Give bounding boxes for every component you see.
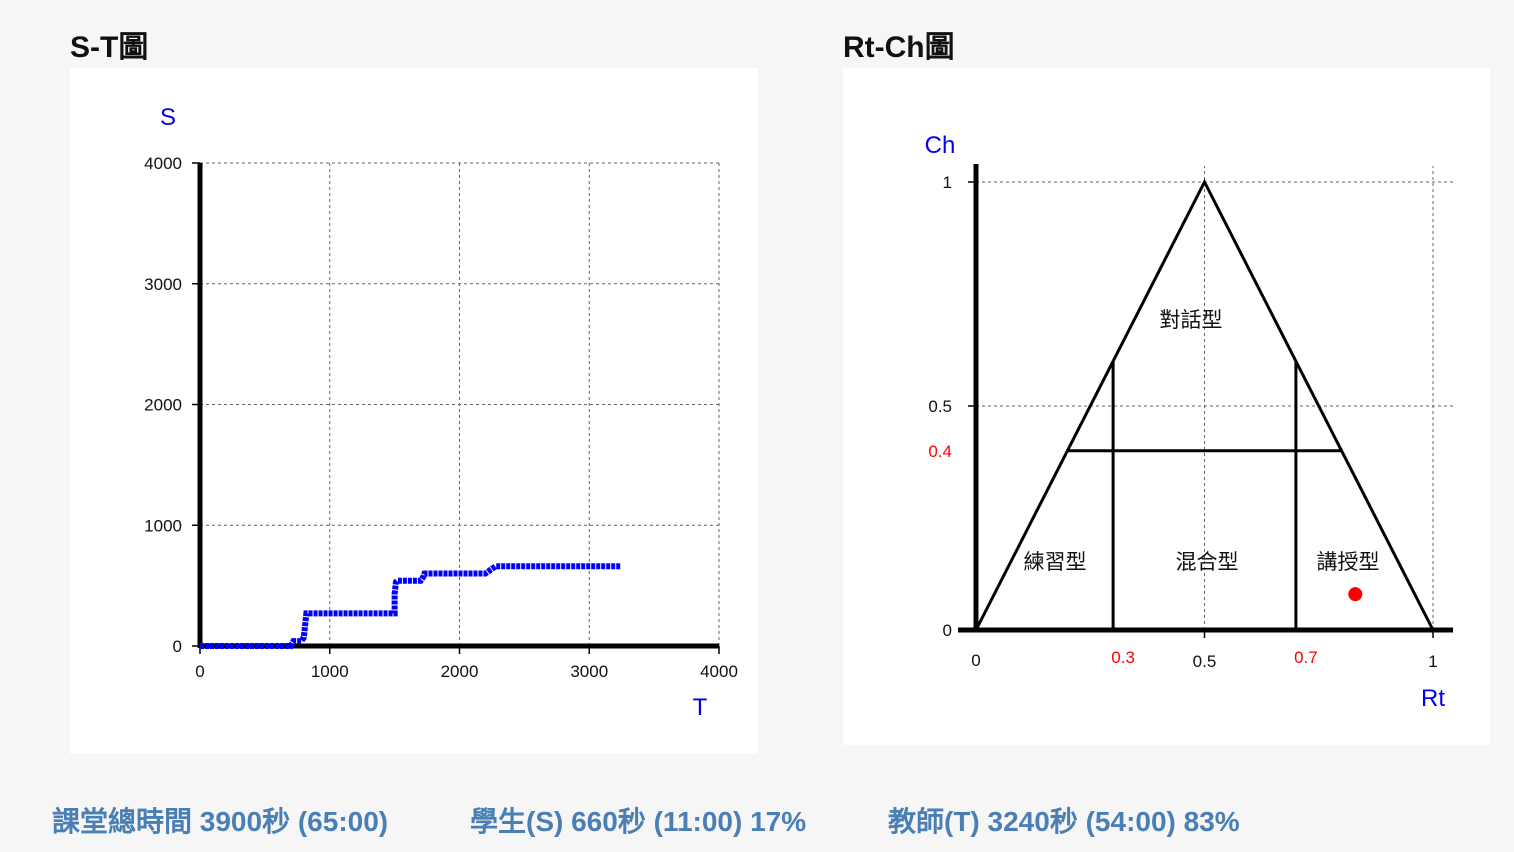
y-tick-label: 0.5 — [928, 397, 952, 416]
st-chart-title: S-T圖 — [70, 31, 149, 64]
x-axis-label: T — [693, 694, 708, 721]
x-tick-label: 3000 — [570, 662, 608, 681]
x-tick-label: 0 — [195, 662, 204, 681]
total-time-stat: 課堂總時間 3900秒 (65:00) — [52, 806, 389, 837]
y-tick-label: 0 — [943, 621, 952, 640]
y-axis-label: S — [160, 104, 176, 131]
teacher-time-stat: 教師(T) 3240秒 (54:00) 83% — [888, 806, 1240, 837]
rtch-chart-title: Rt-Ch圖 — [843, 31, 955, 64]
st-chart: 0 1000 2000 3000 4000 0 1000 2000 3000 4000 S T — [144, 104, 738, 721]
x-tick-label: 1 — [1428, 652, 1437, 671]
region-label: 混合型 — [1176, 551, 1239, 574]
y-tick-label: 4000 — [144, 154, 182, 173]
y-tick-label: 0.4 — [928, 442, 952, 461]
student-time-stat: 學生(S) 660秒 (11:00) 17% — [470, 806, 807, 837]
x-tick-label: 0.7 — [1294, 648, 1318, 667]
y-axis-label: Ch — [925, 132, 956, 159]
y-tick-label: 1000 — [144, 516, 182, 535]
st-series-line — [200, 563, 621, 649]
rtch-data-point — [1348, 587, 1363, 602]
rtch-chart-panel: 1 0.5 0.4 0 0 0.3 0.5 0.7 1 Ch Rt 對話型練習型 混合型 講授型 — [843, 68, 1490, 745]
x-tick-label: 0.3 — [1111, 648, 1135, 667]
x-axis-label: Rt — [1421, 685, 1445, 712]
y-tick-label: 0 — [173, 637, 182, 656]
region-triangle — [974, 178, 1435, 631]
x-tick-label: 1000 — [311, 662, 349, 681]
region-label: 講授型 — [1317, 551, 1380, 574]
st-chart-panel: 0 1000 2000 3000 4000 0 1000 2000 3000 4000 S T — [70, 68, 758, 754]
y-tick-label: 3000 — [144, 275, 182, 294]
region-label: 對話型 — [1160, 309, 1223, 332]
x-tick-label: 2000 — [441, 662, 479, 681]
region-label: 練習型 — [1024, 551, 1087, 574]
y-tick-label: 1 — [943, 173, 952, 192]
x-tick-label: 0 — [971, 651, 980, 670]
x-tick-label: 0.5 — [1193, 652, 1217, 671]
x-tick-label: 4000 — [700, 662, 738, 681]
y-tick-label: 2000 — [144, 396, 182, 415]
